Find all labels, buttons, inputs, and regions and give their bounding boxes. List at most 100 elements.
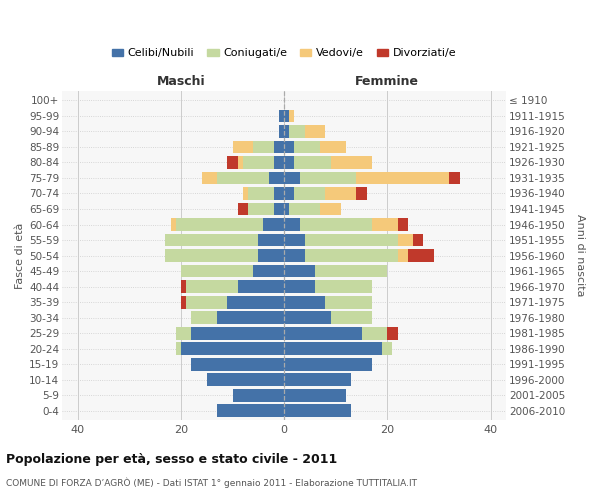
Bar [382,342,392,355]
Bar [284,156,295,169]
Bar [166,234,259,246]
Bar [248,202,274,215]
Bar [191,312,217,324]
Bar [388,327,398,340]
Bar [295,140,320,153]
Bar [305,234,398,246]
Bar [181,342,284,355]
Bar [186,296,227,308]
Bar [170,218,176,231]
Bar [284,140,295,153]
Bar [191,327,284,340]
Text: Maschi: Maschi [157,75,205,88]
Bar [191,358,284,370]
Bar [331,156,372,169]
Bar [398,234,413,246]
Bar [284,358,372,370]
Bar [263,218,284,231]
Bar [356,187,367,200]
Bar [284,296,325,308]
Bar [284,327,362,340]
Bar [279,110,284,122]
Bar [243,187,248,200]
Bar [269,172,284,184]
Bar [274,140,284,153]
Bar [449,172,460,184]
Bar [227,296,284,308]
Bar [320,140,346,153]
Bar [284,125,289,138]
Bar [325,187,356,200]
Bar [408,249,434,262]
Bar [176,218,263,231]
Bar [227,156,238,169]
Bar [398,218,408,231]
Bar [356,172,449,184]
Bar [202,172,217,184]
Bar [176,342,181,355]
Bar [284,280,315,293]
Bar [238,202,248,215]
Bar [299,218,372,231]
Bar [206,374,284,386]
Bar [305,249,398,262]
Bar [274,202,284,215]
Bar [289,110,295,122]
Bar [284,249,305,262]
Bar [284,312,331,324]
Bar [253,265,284,278]
Bar [284,202,289,215]
Bar [320,202,341,215]
Bar [253,140,274,153]
Bar [315,265,388,278]
Bar [176,327,191,340]
Bar [181,280,186,293]
Bar [362,327,388,340]
Text: Popolazione per età, sesso e stato civile - 2011: Popolazione per età, sesso e stato civil… [6,452,337,466]
Bar [331,312,372,324]
Bar [259,249,284,262]
Bar [315,280,372,293]
Text: Femmine: Femmine [355,75,419,88]
Text: COMUNE DI FORZA D’AGRÒ (ME) - Dati ISTAT 1° gennaio 2011 - Elaborazione TUTTITAL: COMUNE DI FORZA D’AGRÒ (ME) - Dati ISTAT… [6,478,417,488]
Bar [325,296,372,308]
Bar [289,202,320,215]
Bar [238,280,284,293]
Bar [243,156,274,169]
Bar [181,296,186,308]
Bar [233,140,253,153]
Bar [295,156,331,169]
Bar [372,218,398,231]
Bar [259,234,284,246]
Y-axis label: Fasce di età: Fasce di età [15,222,25,289]
Bar [166,249,259,262]
Bar [289,125,305,138]
Bar [398,249,408,262]
Bar [279,125,284,138]
Bar [284,110,289,122]
Bar [233,389,284,402]
Bar [217,404,284,417]
Bar [284,172,299,184]
Bar [274,156,284,169]
Bar [181,265,253,278]
Bar [295,187,325,200]
Bar [186,280,238,293]
Bar [217,172,269,184]
Bar [248,187,274,200]
Bar [284,404,351,417]
Legend: Celibi/Nubili, Coniugati/e, Vedovi/e, Divorziati/e: Celibi/Nubili, Coniugati/e, Vedovi/e, Di… [107,44,461,63]
Y-axis label: Anni di nascita: Anni di nascita [575,214,585,297]
Bar [299,172,356,184]
Bar [238,156,243,169]
Bar [284,218,299,231]
Bar [284,342,382,355]
Bar [305,125,325,138]
Bar [413,234,424,246]
Bar [284,374,351,386]
Bar [284,234,305,246]
Bar [284,187,295,200]
Bar [274,187,284,200]
Bar [284,389,346,402]
Bar [284,265,315,278]
